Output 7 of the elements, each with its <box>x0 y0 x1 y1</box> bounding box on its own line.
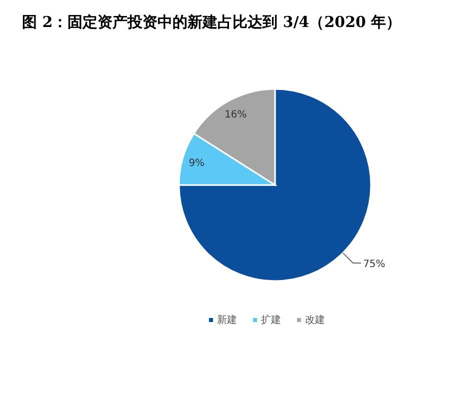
legend-label: 改建 <box>305 314 325 326</box>
data-label: 9% <box>188 158 205 170</box>
data-label: 16% <box>224 109 247 120</box>
legend-label: 扩建 <box>261 314 281 326</box>
legend-label: 新建 <box>217 314 237 326</box>
chart-title: 图 2：固定资产投资中的新建占比达到 3/4（2020 年） <box>22 13 402 31</box>
data-label: 75% <box>363 259 386 270</box>
